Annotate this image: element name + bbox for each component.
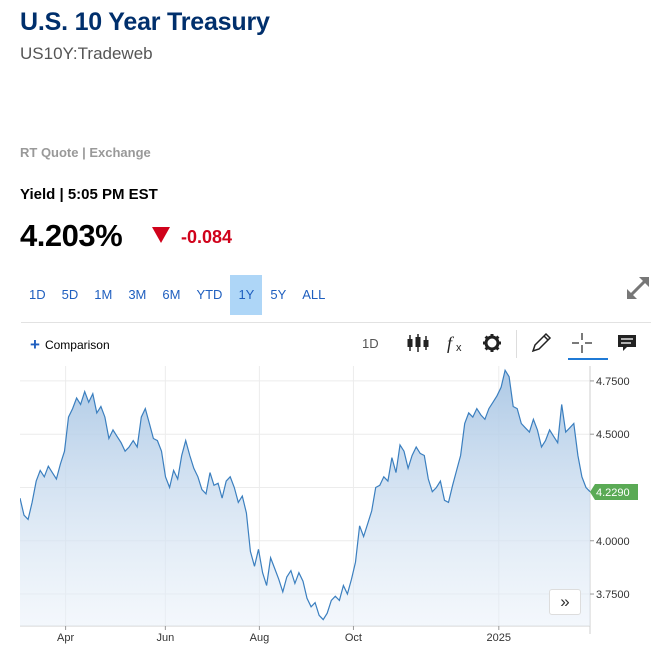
range-3m[interactable]: 3M [128, 287, 147, 302]
yield-time-label: Yield | 5:05 PM EST [20, 186, 158, 203]
range-all[interactable]: ALL [302, 287, 326, 302]
crosshair-icon[interactable] [570, 332, 594, 354]
symbol-label: US10Y:Tradeweb [20, 44, 153, 63]
y-axis: 4.7500 4.5000 4.0000 3.7500 [590, 376, 630, 601]
range-1d[interactable]: 1D [29, 287, 46, 302]
x-tick-label-1: Jun [156, 632, 174, 644]
last-value-label: 4.2290 [590, 483, 638, 500]
quote-source: RT Quote | Exchange [20, 145, 151, 160]
chart-series-line [20, 368, 591, 621]
price-value: 4.203% [20, 218, 123, 253]
svg-text:f: f [447, 333, 455, 353]
double-chevron-right-icon: » [560, 592, 570, 611]
y-tick-label-1: 4.5000 [596, 429, 630, 441]
page-title: U.S. 10 Year Treasury [20, 8, 270, 36]
scroll-to-latest-button[interactable]: » [549, 589, 581, 615]
x-tick-label-0: Apr [57, 632, 74, 644]
y-tick-label-2: 4.0000 [596, 536, 630, 548]
interval-button[interactable]: 1D [362, 336, 379, 351]
yield-chart[interactable]: 4.7500 4.5000 4.0000 3.7500 Apr Jun Aug Oct 202… [20, 366, 650, 648]
comparison-label: Comparison [44, 338, 110, 352]
comparison-button[interactable]: + Comparison [30, 335, 110, 354]
svg-text:x: x [456, 342, 462, 354]
x-axis: Apr Jun Aug Oct 2025 [57, 626, 511, 644]
x-tick-label-3: Oct [345, 632, 362, 644]
last-value-badge [590, 483, 638, 500]
range-5y[interactable]: 5Y [270, 287, 287, 302]
x-tick-label-4: 2025 [487, 632, 511, 644]
candlestick-icon[interactable] [406, 332, 430, 354]
plus-icon: + [30, 335, 40, 354]
range-1y[interactable]: 1Y [230, 275, 263, 315]
price-change: -0.084 [181, 227, 233, 247]
y-tick-label-0: 4.7500 [596, 376, 630, 388]
toolbar-separator [516, 330, 517, 358]
expand-icon[interactable] [624, 274, 652, 302]
indicator-fx-icon[interactable]: f x [444, 332, 468, 354]
toolbar-divider [21, 322, 651, 323]
x-tick-label-2: Aug [250, 632, 270, 644]
range-5d[interactable]: 5D [61, 287, 79, 302]
range-selector: 1D 5D 1M 3M 6M YTD 1Y 5Y ALL [21, 275, 333, 315]
range-1m[interactable]: 1M [94, 287, 113, 302]
last-value-text: 4.2290 [596, 487, 630, 499]
chart-area-fill [20, 370, 590, 626]
comment-icon[interactable] [615, 332, 639, 354]
range-ytd[interactable]: YTD [196, 287, 223, 302]
range-6m[interactable]: 6M [162, 287, 181, 302]
draw-pencil-icon[interactable] [530, 332, 554, 354]
down-arrow-icon [152, 227, 170, 243]
settings-gear-icon[interactable] [481, 332, 505, 354]
y-tick-label-3: 3.7500 [596, 589, 630, 601]
crosshair-active-indicator [568, 358, 608, 360]
